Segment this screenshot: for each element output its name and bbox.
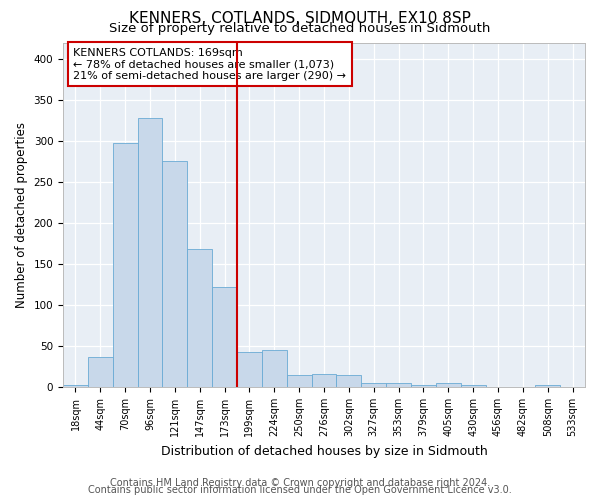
Bar bbox=[63, 384, 88, 387]
Bar bbox=[337, 375, 361, 387]
Bar bbox=[535, 384, 560, 387]
Text: KENNERS COTLANDS: 169sqm
← 78% of detached houses are smaller (1,073)
21% of sem: KENNERS COTLANDS: 169sqm ← 78% of detach… bbox=[73, 48, 346, 81]
Y-axis label: Number of detached properties: Number of detached properties bbox=[15, 122, 28, 308]
Bar bbox=[163, 162, 187, 387]
Bar bbox=[287, 375, 311, 387]
X-axis label: Distribution of detached houses by size in Sidmouth: Distribution of detached houses by size … bbox=[161, 444, 487, 458]
Bar bbox=[137, 118, 163, 387]
Text: Contains public sector information licensed under the Open Government Licence v3: Contains public sector information licen… bbox=[88, 485, 512, 495]
Text: Contains HM Land Registry data © Crown copyright and database right 2024.: Contains HM Land Registry data © Crown c… bbox=[110, 478, 490, 488]
Bar bbox=[187, 249, 212, 387]
Bar bbox=[237, 352, 262, 387]
Bar bbox=[411, 384, 436, 387]
Bar bbox=[113, 144, 137, 387]
Bar bbox=[361, 383, 386, 387]
Bar bbox=[386, 383, 411, 387]
Bar bbox=[212, 287, 237, 387]
Bar bbox=[461, 386, 485, 387]
Bar bbox=[88, 356, 113, 387]
Bar bbox=[436, 383, 461, 387]
Bar bbox=[311, 374, 337, 387]
Text: KENNERS, COTLANDS, SIDMOUTH, EX10 8SP: KENNERS, COTLANDS, SIDMOUTH, EX10 8SP bbox=[129, 11, 471, 26]
Bar bbox=[262, 350, 287, 387]
Text: Size of property relative to detached houses in Sidmouth: Size of property relative to detached ho… bbox=[109, 22, 491, 35]
